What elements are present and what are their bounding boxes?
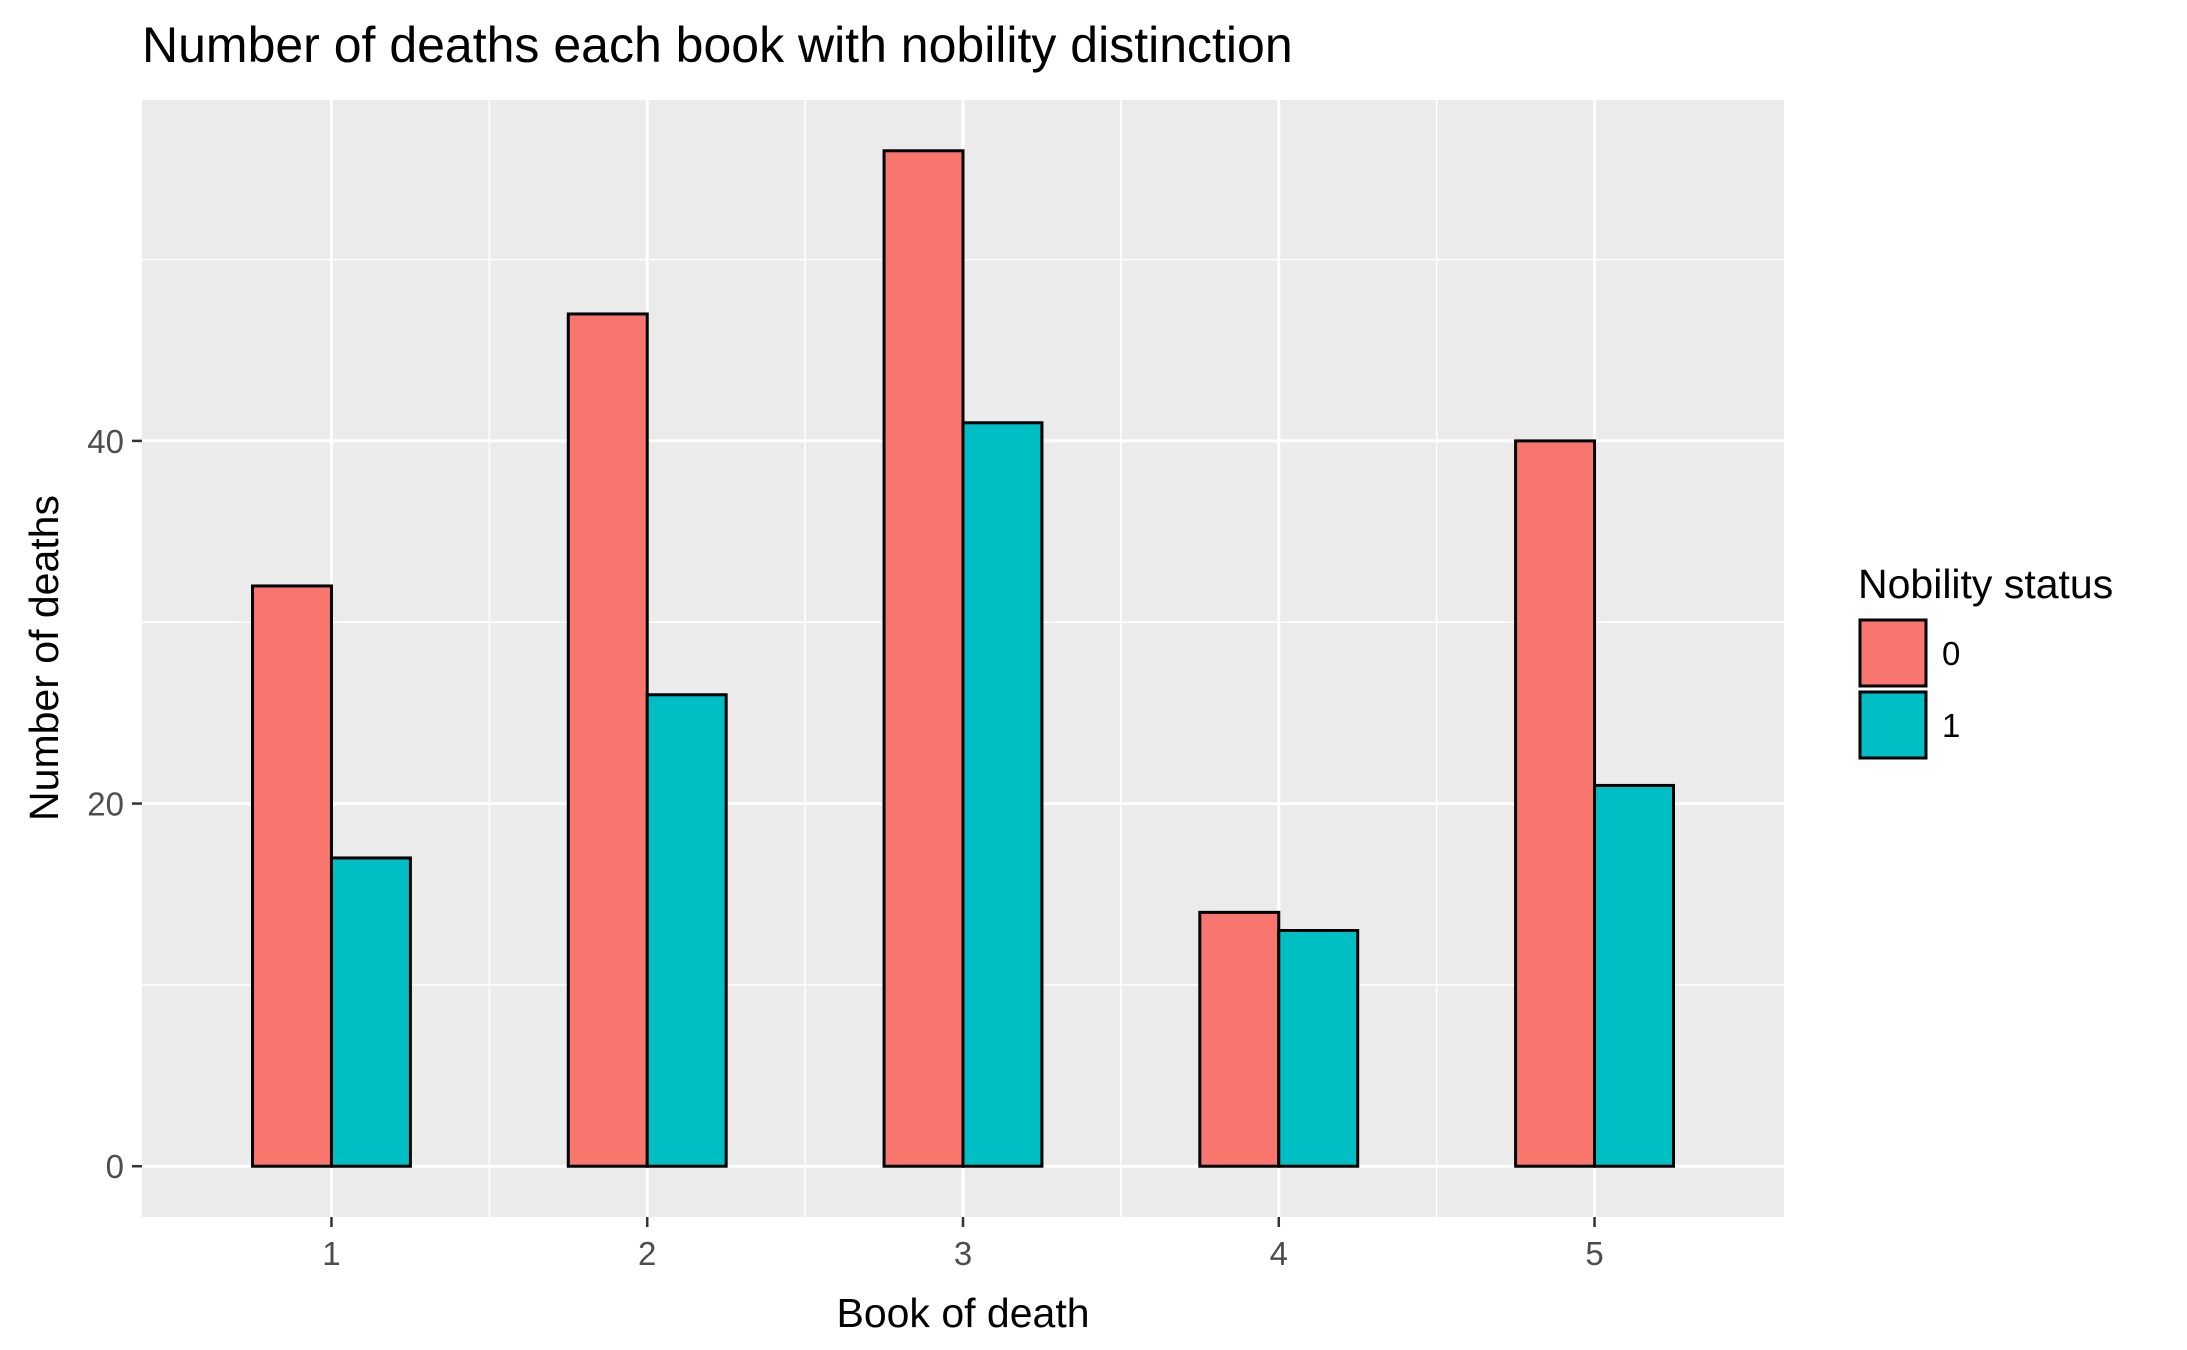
x-tick-label: 1 (322, 1235, 340, 1272)
bars (251, 149, 1675, 1168)
bar-book-1-nobility-1 (329, 856, 412, 1168)
x-tick-label: 4 (1270, 1235, 1288, 1272)
bar-book-2-nobility-1 (645, 693, 728, 1168)
bar-book-5-nobility-1 (1593, 783, 1675, 1168)
y-axis-title: Number of deaths (21, 495, 67, 821)
bar-book-1-nobility-0 (251, 584, 333, 1168)
x-tick-label: 3 (954, 1235, 972, 1272)
legend-key-1 (1858, 690, 1928, 760)
bar-book-5-nobility-0 (1514, 439, 1597, 1168)
x-axis: 1 2 3 4 5 (322, 1217, 1604, 1272)
x-tick-label: 5 (1585, 1235, 1603, 1272)
y-tick-label: 20 (87, 786, 124, 823)
bar-book-3-nobility-1 (961, 421, 1044, 1168)
legend-key-0 (1858, 618, 1928, 688)
x-axis-title: Book of death (836, 1290, 1089, 1336)
y-axis: 0 20 40 (87, 423, 142, 1185)
y-tick-label: 0 (106, 1148, 124, 1185)
legend-title: Nobility status (1858, 561, 2113, 607)
bar-book-4-nobility-0 (1198, 910, 1281, 1168)
x-tick-label: 2 (638, 1235, 656, 1272)
legend-label-0: 0 (1942, 635, 1960, 672)
bar-book-3-nobility-0 (882, 149, 965, 1168)
bar-book-4-nobility-1 (1277, 928, 1360, 1168)
legend-label-1: 1 (1942, 707, 1960, 744)
chart-title: Number of deaths each book with nobility… (142, 17, 1293, 73)
legend: Nobility status 0 1 (1858, 561, 2113, 760)
bar-book-2-nobility-0 (566, 312, 649, 1168)
y-tick-label: 40 (87, 423, 124, 460)
